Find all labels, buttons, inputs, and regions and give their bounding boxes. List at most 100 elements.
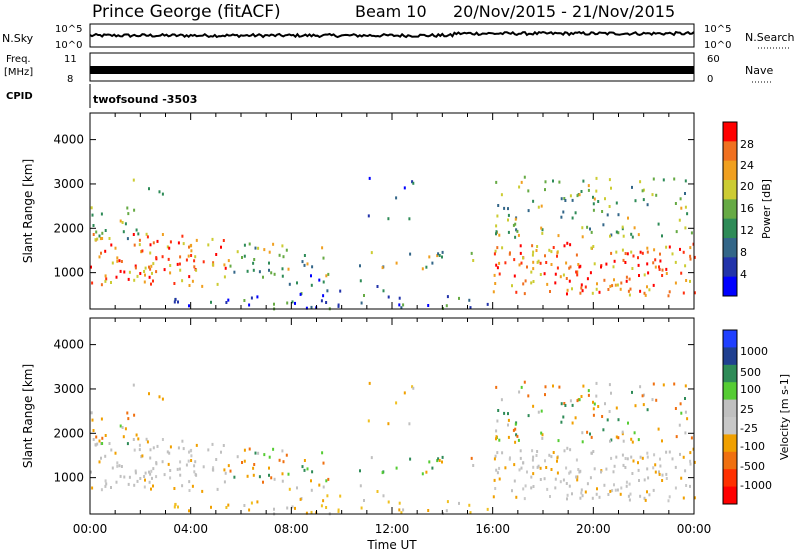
heatmap-cell [577, 468, 580, 471]
heatmap-cell [421, 472, 424, 476]
heatmap-cell [689, 462, 692, 466]
heatmap-cell [148, 480, 151, 484]
heatmap-cell [540, 431, 543, 435]
heatmap-cell [651, 193, 654, 197]
heatmap-cell [675, 435, 678, 439]
heatmap-cell [508, 252, 511, 256]
heatmap-cell [398, 501, 401, 505]
heatmap-cell [400, 511, 403, 515]
colorbar-swatch [723, 180, 737, 200]
heatmap-cell [493, 273, 496, 277]
heatmap-cell [566, 292, 568, 296]
heatmap-cell [493, 457, 496, 461]
heatmap-cell [318, 483, 321, 487]
heatmap-cell [680, 271, 683, 275]
heatmap-cell [156, 444, 159, 448]
heatmap-cell [118, 259, 121, 263]
heatmap-cell [513, 463, 516, 467]
heatmap-cell [321, 451, 324, 455]
heatmap-cell [587, 393, 590, 397]
heatmap-cell [616, 488, 619, 492]
heatmap-cell [646, 262, 649, 266]
heatmap-cell [493, 478, 496, 482]
heatmap-cell [322, 485, 325, 489]
velocity-heatmap-cells [90, 380, 696, 516]
heatmap-cell [657, 427, 660, 431]
heatmap-cell [403, 391, 406, 395]
heatmap-cell [337, 304, 340, 308]
heatmap-cell [140, 250, 143, 254]
heatmap-cell [560, 402, 563, 406]
heatmap-cell [639, 385, 642, 389]
heatmap-cell [579, 469, 582, 473]
heatmap-cell [580, 488, 583, 492]
heatmap-cell [132, 383, 135, 387]
heatmap-cell [94, 238, 97, 242]
heatmap-cell [598, 495, 601, 499]
heatmap-cell [643, 273, 646, 277]
heatmap-cell [565, 466, 568, 470]
heatmap-cell [589, 432, 591, 436]
heatmap-cell [253, 258, 256, 261]
heatmap-cell [472, 464, 475, 467]
heatmap-cell [518, 390, 521, 394]
heatmap-cell [689, 257, 692, 261]
time-tick-label: 08:00 [274, 522, 309, 536]
power-colorbar-label: Power [dB] [760, 179, 773, 239]
heatmap-cell [527, 394, 530, 398]
heatmap-cell [173, 282, 176, 285]
heatmap-cell [587, 389, 590, 393]
heatmap-cell [470, 456, 473, 460]
heatmap-cell [310, 305, 313, 309]
heatmap-cell [518, 185, 521, 189]
heatmap-cell [653, 248, 656, 252]
heatmap-cell [617, 418, 620, 422]
heatmap-cell [101, 231, 104, 235]
heatmap-cell [563, 449, 566, 453]
heatmap-cell [98, 460, 101, 464]
heatmap-cell [193, 464, 196, 468]
heatmap-cell [512, 428, 515, 432]
heatmap-cell [437, 252, 440, 256]
heatmap-cell [624, 261, 627, 264]
heatmap-cell [621, 227, 624, 231]
heatmap-cell [90, 206, 93, 210]
heatmap-cell [402, 303, 405, 307]
heatmap-cell [602, 223, 605, 227]
heatmap-cell [554, 281, 557, 285]
heatmap-cell [268, 250, 271, 254]
heatmap-cell [182, 447, 185, 451]
heatmap-cell [613, 259, 616, 263]
heatmap-cell [592, 202, 595, 206]
heatmap-cell [248, 508, 251, 512]
heatmap-cell [148, 275, 151, 279]
heatmap-cell [595, 381, 598, 385]
heatmap-cell [211, 468, 214, 472]
heatmap-cell [91, 281, 94, 285]
heatmap-cell [126, 237, 129, 241]
heatmap-cell [310, 488, 313, 492]
heatmap-cell [641, 251, 644, 255]
heatmap-cell [179, 268, 182, 272]
heatmap-cell [616, 283, 619, 287]
heatmap-cell [513, 479, 516, 483]
heatmap-cell [287, 472, 290, 476]
heatmap-cell [531, 458, 534, 462]
heatmap-cell [116, 259, 119, 263]
heatmap-cell [138, 238, 141, 242]
heatmap-cell [522, 487, 525, 491]
heatmap-cell [225, 506, 228, 509]
heatmap-cell [174, 297, 177, 301]
heatmap-cell [90, 470, 92, 474]
heatmap-cell [188, 450, 190, 454]
heatmap-cell [674, 260, 677, 264]
heatmap-cell [150, 469, 153, 473]
heatmap-cell [108, 237, 111, 240]
heatmap-cell [571, 403, 574, 407]
heatmap-cell [543, 477, 546, 481]
heatmap-cell [642, 393, 645, 397]
heatmap-cell [591, 291, 594, 295]
heatmap-cell [648, 493, 651, 497]
heatmap-cell [104, 434, 107, 437]
heatmap-cell [544, 188, 546, 192]
